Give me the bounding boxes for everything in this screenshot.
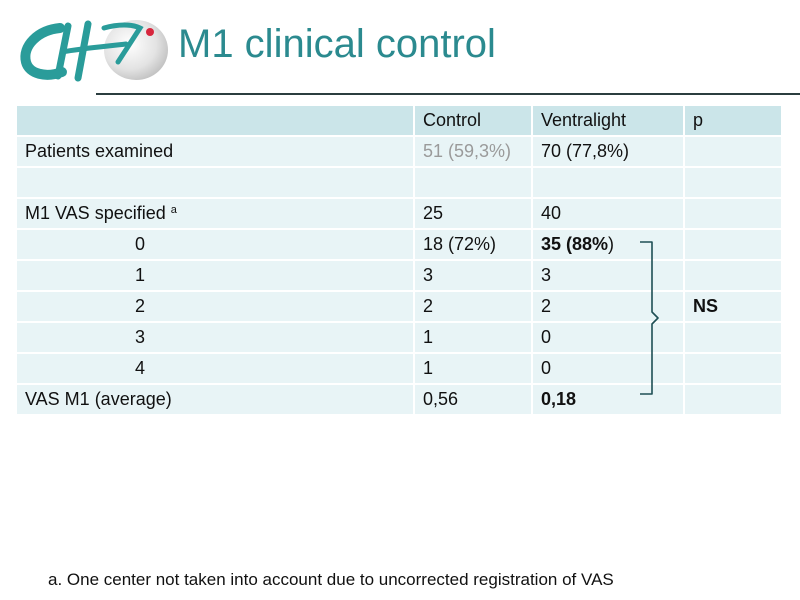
cell-ventralight-bold: 35 (88%	[541, 234, 609, 254]
row-label-text: M1 VAS specified	[25, 203, 166, 223]
grouping-brace	[640, 241, 659, 395]
row-label: 0	[15, 228, 415, 261]
cell-p	[683, 135, 783, 168]
cell-ventralight	[531, 166, 685, 199]
table-row	[15, 166, 783, 199]
cell-ventralight: 35 (88%)	[531, 228, 685, 261]
cell-ventralight-tail: )	[608, 234, 615, 254]
footnote-marker: a	[170, 204, 177, 216]
cell-control	[413, 166, 533, 199]
cell-ventralight: 2	[531, 290, 685, 323]
cell-control: 0,56	[413, 383, 533, 416]
cell-p	[683, 197, 783, 230]
cell-control: 2	[413, 290, 533, 323]
row-label: VAS M1 (average)	[15, 383, 415, 416]
cell-control: 1	[413, 352, 533, 385]
cell-control: 3	[413, 259, 533, 292]
row-label: Patients examined	[15, 135, 415, 168]
header-cell-control: Control	[413, 104, 533, 137]
table-row: 1 3 3	[15, 259, 783, 292]
row-label: 3	[15, 321, 415, 354]
cell-ventralight: 0	[531, 321, 685, 354]
row-label: M1 VAS specified a	[15, 197, 415, 230]
hospital-logo	[20, 20, 168, 82]
table-header-row: Control Ventralight p	[15, 104, 783, 137]
cell-p-significance: NS	[683, 290, 783, 323]
footnote: a. One center not taken into account due…	[48, 570, 614, 589]
cell-control: 25	[413, 197, 533, 230]
table-row: Patients examined 51 (59,3%) 70 (77,8%)	[15, 135, 783, 168]
results-table: Control Ventralight p Patients examined …	[15, 104, 783, 416]
table-row: VAS M1 (average) 0,56 0,18	[15, 383, 783, 416]
cell-p	[683, 259, 783, 292]
table-row: M1 VAS specified a 25 40	[15, 197, 783, 230]
row-label: 2	[15, 290, 415, 323]
cell-control: 51 (59,3%)	[413, 135, 533, 168]
table-row: 0 18 (72%) 35 (88%)	[15, 228, 783, 261]
header-cell-ventralight: Ventralight	[531, 104, 685, 137]
cell-ventralight: 0,18	[531, 383, 685, 416]
row-label	[15, 166, 415, 199]
table-row: 3 1 0	[15, 321, 783, 354]
header-cell	[15, 104, 415, 137]
slide-title: M1 clinical control	[178, 22, 496, 66]
row-label: 1	[15, 259, 415, 292]
cell-ventralight: 0	[531, 352, 685, 385]
cell-p	[683, 383, 783, 416]
cell-ventralight: 3	[531, 259, 685, 292]
cell-p	[683, 352, 783, 385]
cell-control: 1	[413, 321, 533, 354]
title-divider	[96, 93, 800, 95]
cell-p	[683, 228, 783, 261]
header-cell-p: p	[683, 104, 783, 137]
table-row: 4 1 0	[15, 352, 783, 385]
cell-control: 18 (72%)	[413, 228, 533, 261]
cell-p	[683, 166, 783, 199]
cell-ventralight: 70 (77,8%)	[531, 135, 685, 168]
row-label: 4	[15, 352, 415, 385]
table-row: 2 2 2 NS	[15, 290, 783, 323]
cell-p	[683, 321, 783, 354]
cell-ventralight: 40	[531, 197, 685, 230]
